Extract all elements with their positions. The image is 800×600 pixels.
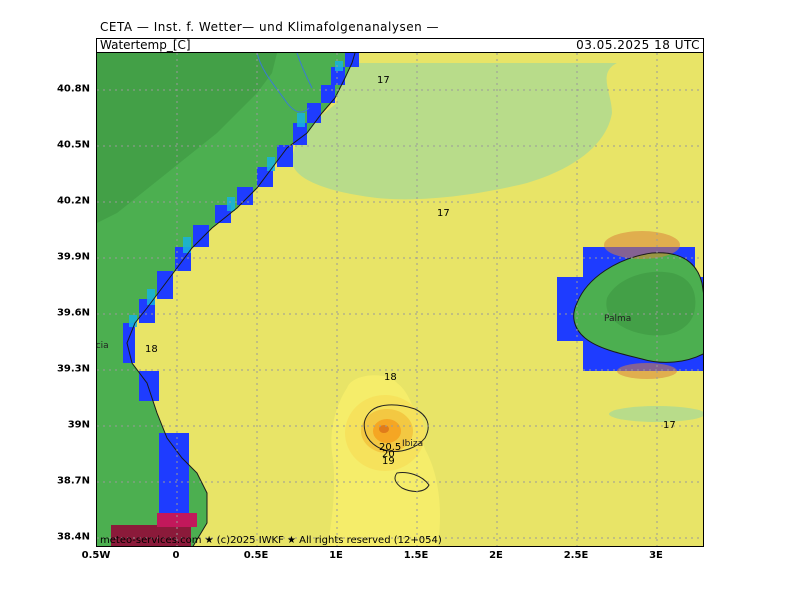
lat-tick: 39.9N [56,251,90,263]
mallorca-interior [606,271,696,336]
lon-tick: 1.5E [403,550,429,561]
lat-tick: 38.7N [56,475,90,487]
parameter-label: Watertemp_[C] [100,38,191,52]
cool-water-region [292,63,617,200]
warm-patch-southwest [111,525,191,546]
ibiza-island [363,404,429,452]
lat-tick: 40.8N [56,83,90,95]
mallorca-coastline [573,252,703,363]
place-label-valencia: Valencia [97,341,109,351]
coastal-transition-mainland [129,61,343,327]
river-ebro [256,53,310,113]
lon-tick: 0.5E [243,550,269,561]
hotspot-core-ibiza [379,425,389,433]
warm-ring-south-mallorca [617,363,677,379]
river-north [296,53,313,89]
formentera-island [394,472,430,492]
contour-label: 18 [145,344,158,355]
contour-label: 19 [382,456,395,467]
mainland-coastline [126,53,356,546]
place-label-palma: Palma [604,314,631,324]
valid-time: 03.05.2025 18 UTC [576,38,700,52]
lat-tick: 39.3N [56,363,90,375]
place-label-ibiza: Ibiza [402,439,423,449]
mainland-interior [97,53,277,223]
title-bar: Watertemp_[C] 03.05.2025 18 UTC [96,38,704,52]
lon-tick: 2.5E [563,550,589,561]
copyright-credit: meteo-services.com ★ (c)2025 IWKF ★ All … [100,535,442,546]
warm-patch-edge [157,513,197,527]
institute-header: CETA — Inst. f. Wetter— und Klimafolgena… [100,20,440,34]
graticule [97,53,703,546]
map-frame: 17 17 18 18 17 20.5 20 19 Valencia Palma… [96,52,704,547]
contour-label: 17 [663,420,676,431]
contour-label: 20 [382,449,395,460]
lat-tick: 39.6N [56,307,90,319]
warm-ring-north-mallorca [604,231,680,259]
contour-label: 18 [384,372,397,383]
water-temperature-map: 17 17 18 18 17 20.5 20 19 Valencia Palma… [97,53,703,546]
lat-tick: 38.4N [56,531,90,543]
contour-label: 17 [377,75,390,86]
cool-patch-south-mallorca [609,406,703,422]
lon-tick: 3E [649,550,663,561]
lon-tick: 1E [329,550,343,561]
contour-label: 17 [437,208,450,219]
lon-tick: 0.5W [81,550,111,561]
lat-tick: 39N [67,419,90,431]
lon-tick: 2E [489,550,503,561]
lon-tick: 0 [172,550,180,561]
lat-tick: 40.2N [56,195,90,207]
lat-tick: 40.5N [56,139,90,151]
contour-label: 20.5 [379,442,401,453]
